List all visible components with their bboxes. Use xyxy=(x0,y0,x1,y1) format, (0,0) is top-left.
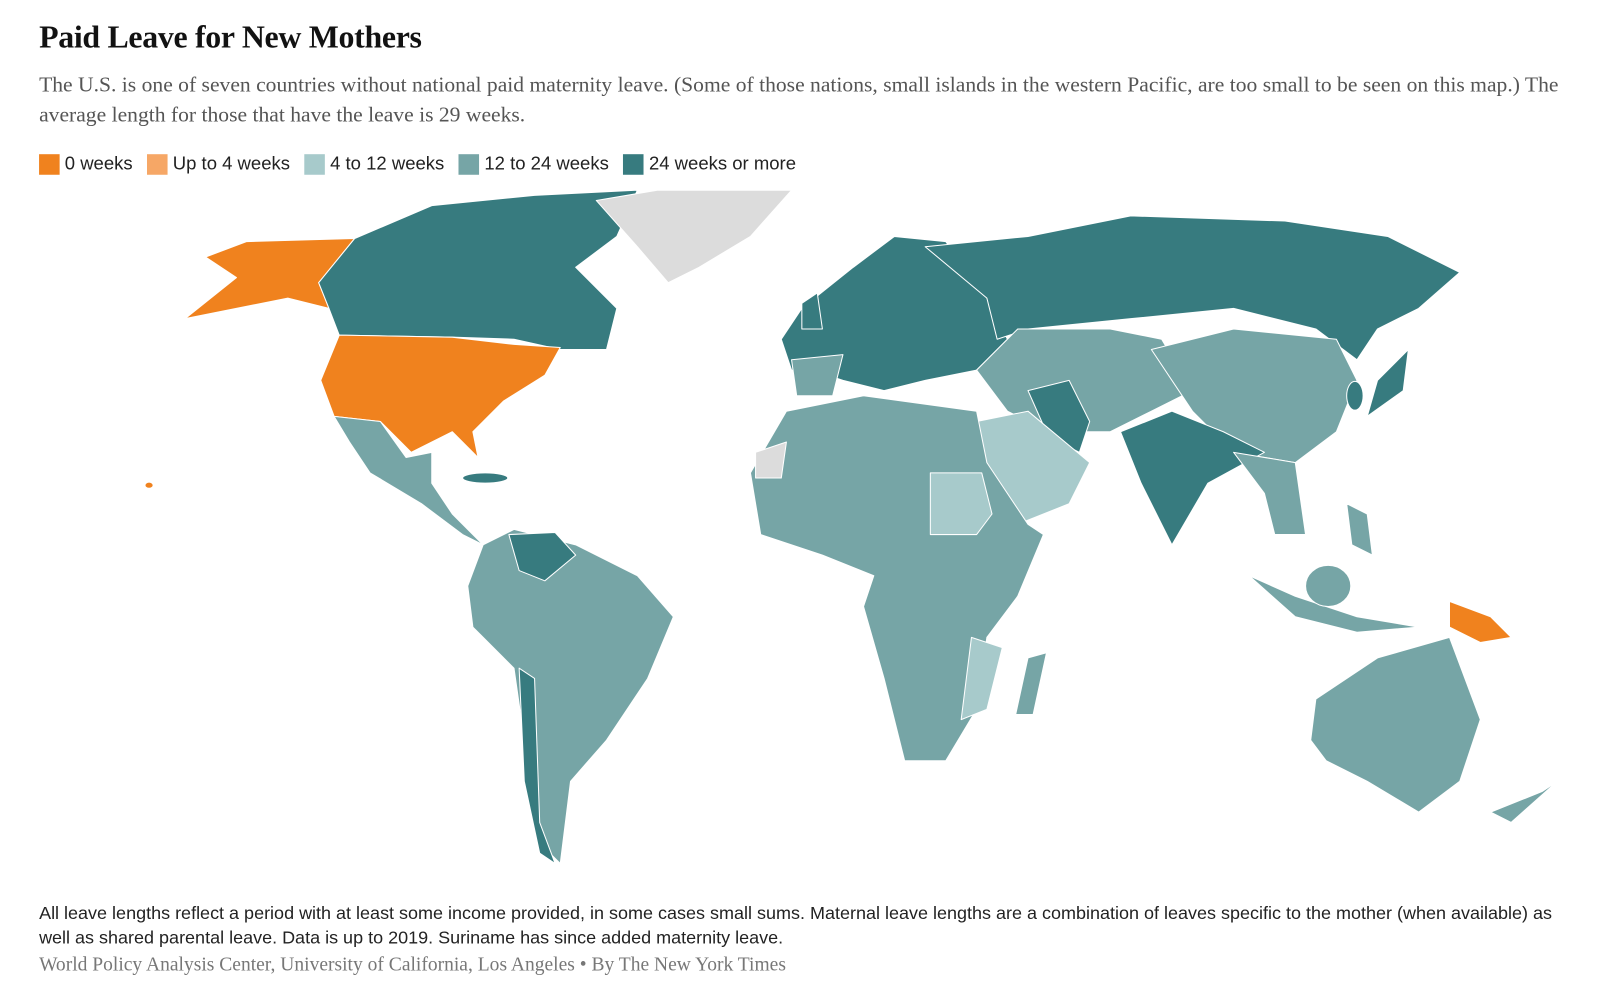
region xyxy=(1015,652,1048,715)
legend-item: 4 to 12 weeks xyxy=(304,153,444,175)
region xyxy=(1490,780,1558,823)
region xyxy=(1233,451,1307,536)
region xyxy=(801,292,823,330)
legend-label: 0 weeks xyxy=(64,153,133,174)
region xyxy=(1366,349,1409,417)
legend-swatch xyxy=(304,153,325,175)
region xyxy=(462,472,509,484)
region xyxy=(1346,503,1373,556)
legend-label: 24 weeks or more xyxy=(648,153,797,174)
legend: 0 weeks Up to 4 weeks 4 to 12 weeks 12 to 2… xyxy=(39,153,810,175)
legend-swatch xyxy=(147,153,168,175)
legend-swatch xyxy=(39,153,60,175)
region xyxy=(467,528,674,865)
legend-label: 12 to 24 weeks xyxy=(484,153,609,174)
region xyxy=(318,189,638,351)
region xyxy=(508,531,577,582)
region xyxy=(1346,380,1364,411)
region xyxy=(518,667,556,865)
subtitle: The U.S. is one of seven countries witho… xyxy=(39,71,1559,127)
legend-item: Up to 4 weeks xyxy=(147,153,290,175)
region xyxy=(929,472,993,536)
world-map xyxy=(144,189,1558,865)
region xyxy=(333,415,484,546)
legend-item: 24 weeks or more xyxy=(623,153,796,175)
region xyxy=(1310,636,1481,813)
source: World Policy Analysis Center, University… xyxy=(39,953,786,976)
region xyxy=(960,636,1003,721)
region xyxy=(1248,575,1420,633)
legend-item: 0 weeks xyxy=(39,153,133,175)
legend-item: 12 to 24 weeks xyxy=(458,153,609,175)
legend-swatch xyxy=(458,153,480,175)
region xyxy=(595,189,793,284)
region xyxy=(144,481,154,489)
region xyxy=(1305,564,1352,608)
region xyxy=(1448,600,1512,644)
title: Paid Leave for New Mothers xyxy=(39,18,422,55)
region xyxy=(1120,410,1265,546)
region xyxy=(755,441,787,479)
region xyxy=(791,354,844,397)
note: All leave lengths reflect a period with … xyxy=(39,902,1552,948)
legend-swatch xyxy=(623,153,644,175)
legend-label: 4 to 12 weeks xyxy=(330,153,445,174)
legend-label: Up to 4 weeks xyxy=(172,153,291,174)
